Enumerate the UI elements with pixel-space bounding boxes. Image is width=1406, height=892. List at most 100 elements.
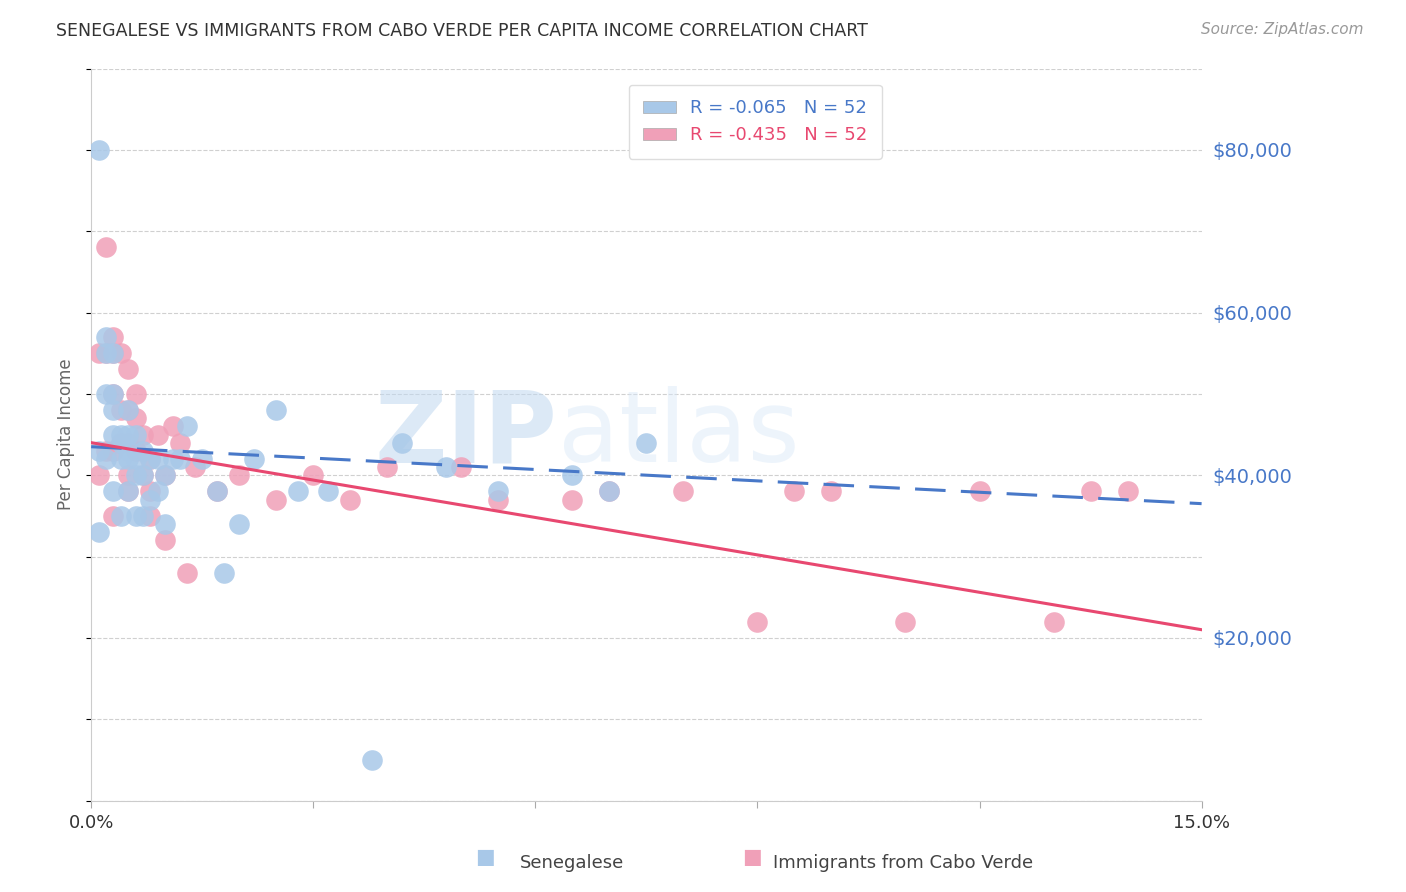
- Point: [146, 484, 169, 499]
- Point: [391, 435, 413, 450]
- Point: [103, 403, 125, 417]
- Point: [264, 492, 287, 507]
- Point: [87, 468, 110, 483]
- Point: [117, 403, 139, 417]
- Point: [1080, 484, 1102, 499]
- Point: [117, 435, 139, 450]
- Point: [561, 468, 583, 483]
- Point: [103, 387, 125, 401]
- Point: [894, 615, 917, 629]
- Point: [598, 484, 620, 499]
- Point: [103, 387, 125, 401]
- Point: [94, 387, 117, 401]
- Point: [87, 443, 110, 458]
- Point: [124, 387, 146, 401]
- Point: [672, 484, 695, 499]
- Point: [176, 566, 198, 580]
- Text: ■: ■: [742, 847, 762, 867]
- Point: [110, 508, 132, 523]
- Point: [139, 484, 162, 499]
- Point: [94, 240, 117, 254]
- Point: [117, 362, 139, 376]
- Point: [205, 484, 228, 499]
- Point: [94, 443, 117, 458]
- Point: [87, 525, 110, 540]
- Point: [636, 435, 658, 450]
- Point: [110, 435, 132, 450]
- Point: [184, 460, 207, 475]
- Point: [243, 451, 266, 466]
- Point: [94, 346, 117, 360]
- Point: [110, 403, 132, 417]
- Point: [598, 484, 620, 499]
- Point: [969, 484, 991, 499]
- Point: [375, 460, 398, 475]
- Point: [820, 484, 842, 499]
- Point: [103, 443, 125, 458]
- Point: [561, 492, 583, 507]
- Point: [132, 468, 155, 483]
- Point: [103, 346, 125, 360]
- Text: Senegalese: Senegalese: [520, 855, 624, 872]
- Point: [169, 435, 191, 450]
- Point: [110, 346, 132, 360]
- Point: [124, 411, 146, 425]
- Point: [110, 427, 132, 442]
- Point: [153, 468, 176, 483]
- Text: ZIP: ZIP: [374, 386, 558, 483]
- Point: [486, 492, 509, 507]
- Point: [153, 533, 176, 548]
- Point: [117, 427, 139, 442]
- Point: [783, 484, 806, 499]
- Legend: R = -0.065   N = 52, R = -0.435   N = 52: R = -0.065 N = 52, R = -0.435 N = 52: [628, 85, 882, 159]
- Point: [205, 484, 228, 499]
- Point: [169, 451, 191, 466]
- Point: [117, 451, 139, 466]
- Point: [103, 427, 125, 442]
- Point: [103, 346, 125, 360]
- Point: [132, 443, 155, 458]
- Point: [361, 753, 384, 767]
- Text: ■: ■: [475, 847, 495, 867]
- Point: [176, 419, 198, 434]
- Text: SENEGALESE VS IMMIGRANTS FROM CABO VERDE PER CAPITA INCOME CORRELATION CHART: SENEGALESE VS IMMIGRANTS FROM CABO VERDE…: [56, 22, 868, 40]
- Point: [264, 403, 287, 417]
- Point: [162, 451, 184, 466]
- Point: [747, 615, 769, 629]
- Point: [87, 346, 110, 360]
- Y-axis label: Per Capita Income: Per Capita Income: [58, 359, 75, 510]
- Point: [87, 143, 110, 157]
- Point: [214, 566, 236, 580]
- Point: [124, 468, 146, 483]
- Point: [94, 330, 117, 344]
- Point: [117, 484, 139, 499]
- Point: [117, 468, 139, 483]
- Point: [117, 484, 139, 499]
- Point: [153, 516, 176, 531]
- Point: [486, 484, 509, 499]
- Point: [450, 460, 472, 475]
- Point: [339, 492, 361, 507]
- Point: [287, 484, 309, 499]
- Point: [1116, 484, 1139, 499]
- Point: [132, 427, 155, 442]
- Text: atlas: atlas: [558, 386, 799, 483]
- Point: [103, 484, 125, 499]
- Text: Immigrants from Cabo Verde: Immigrants from Cabo Verde: [773, 855, 1033, 872]
- Point: [110, 451, 132, 466]
- Point: [103, 508, 125, 523]
- Point: [139, 451, 162, 466]
- Text: Source: ZipAtlas.com: Source: ZipAtlas.com: [1201, 22, 1364, 37]
- Point: [124, 427, 146, 442]
- Point: [124, 508, 146, 523]
- Point: [162, 419, 184, 434]
- Point: [139, 451, 162, 466]
- Point: [124, 443, 146, 458]
- Point: [228, 516, 250, 531]
- Point: [139, 492, 162, 507]
- Point: [146, 427, 169, 442]
- Point: [110, 435, 132, 450]
- Point: [117, 403, 139, 417]
- Point: [94, 451, 117, 466]
- Point: [132, 508, 155, 523]
